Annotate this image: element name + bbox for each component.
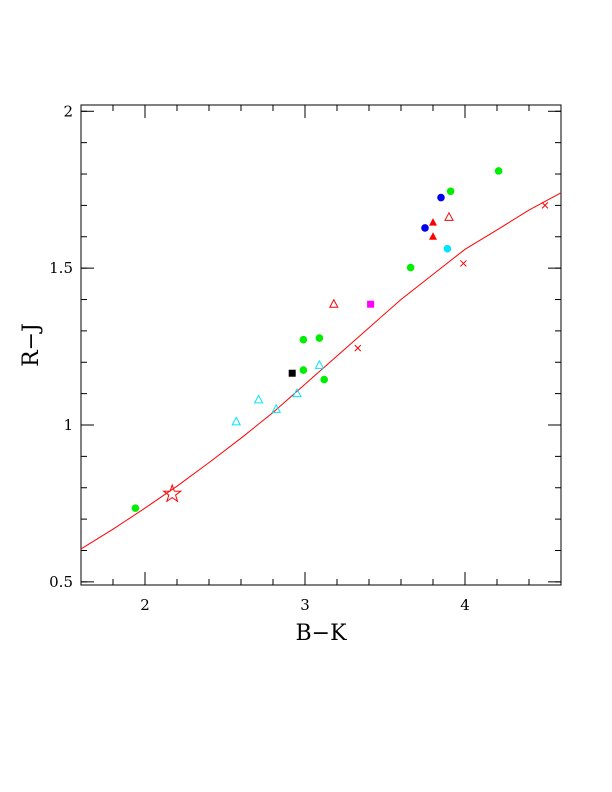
tick-labels: 2 3 4 0.5 1 1.5 2 [49,102,470,614]
y-tick-label: 1 [63,416,73,434]
data-point-open-triangle [314,359,325,369]
x-tick-label: 4 [460,596,470,614]
x-tick-label: 2 [140,596,150,614]
model-curve [80,192,562,550]
data-point-circle [299,335,308,344]
y-tick-label: 2 [63,102,73,120]
data-point-circle [299,366,308,374]
data-point-open-triangle [328,298,339,308]
data-point-circle [494,167,503,175]
data-point-filled-triangle [429,218,437,226]
x-axis-label: B−K [295,621,347,646]
data-point-star [162,483,183,503]
data-markers [131,167,549,512]
x-tick-label: 3 [300,596,310,614]
curve-cross-marker [354,344,362,352]
y-tick-label: 0.5 [49,573,73,591]
data-point-filled-triangle [429,232,437,240]
data-point-open-triangle [231,416,242,426]
data-point-circle [437,193,445,202]
data-point-open-triangle [253,394,264,404]
data-point-circle [131,504,140,512]
curve-cross-marker [460,260,467,267]
curve-cross-marker [541,202,549,209]
axis-ticks [80,105,562,585]
data-point-open-triangle [444,211,454,221]
data-point-circle [443,244,452,253]
data-point-square [367,300,375,308]
y-tick-label: 1.5 [49,259,73,277]
data-point-square [288,369,296,377]
data-point-circle [406,263,415,272]
data-point-circle [421,224,429,232]
data-point-circle [315,334,324,342]
data-point-circle [320,375,329,384]
data-point-circle [446,187,455,196]
y-axis-label: R−J [19,323,44,367]
data-point-open-triangle [271,403,282,413]
data-point-open-triangle [292,388,302,398]
plot-frame [80,104,562,586]
